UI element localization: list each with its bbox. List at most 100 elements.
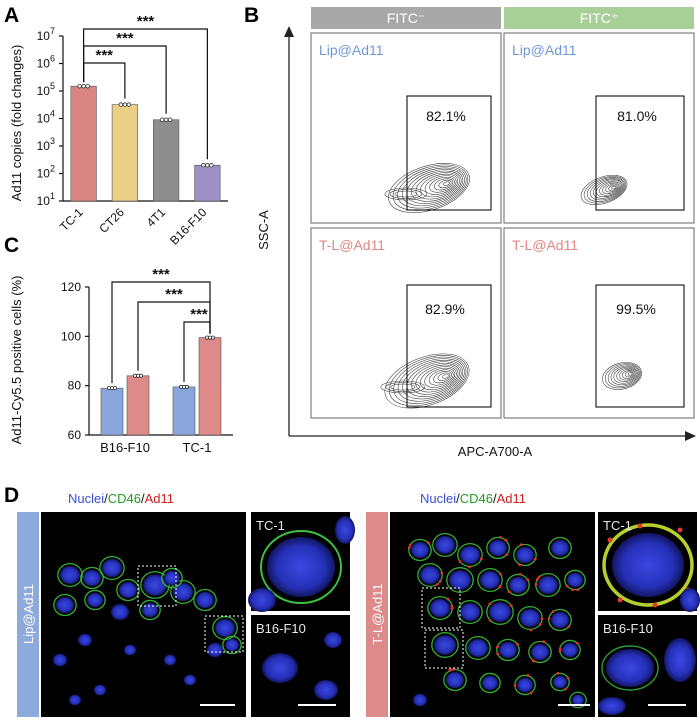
chart-a-data-point [209,163,214,168]
cell-nucleus [460,546,480,564]
flow-contour-line [390,383,416,391]
flow-contour-line [586,177,626,202]
chart-b-flow-cytometry: SSC-A APC-A700-A FITC⁻ FITC⁺ 82.1% Lip@Ad… [256,7,696,459]
chart-a-data-point [163,117,169,122]
chart-a-y-ticks: 101 102 103 104 105 106 107 [37,26,228,208]
chart-a-bar [153,119,180,202]
flow-contour-line [433,178,454,191]
flow-gate-box [595,284,685,408]
cell-membrane [528,640,552,664]
chart-c-data-point [210,335,215,340]
chart-c-y-tick-label: 60 [68,428,82,442]
chart-c-y-ticks: 60 80 100 120 [61,280,233,442]
cell-membrane [139,599,161,621]
chart-c-bar [198,337,222,436]
ad11-signal [498,584,502,588]
cell-nucleus [572,694,584,706]
cell-nucleus [102,559,122,577]
ad11-signal [496,652,500,656]
flow-contour-line [605,183,619,193]
cell-membrane [222,635,242,655]
flow-contour-line [602,362,642,390]
ad11-signal [576,588,580,591]
ad11-signal [538,623,542,626]
cell-membrane [457,599,483,625]
cell-nucleus [598,697,626,715]
chart-a-y-tick-label: 107 [37,26,55,43]
flow-y-arrow-icon [284,26,294,37]
chart-c-bars [100,335,222,436]
ad11-signal [542,640,546,644]
chart-a-significance: ********* [83,13,208,160]
flow-gate-percent: 82.1% [426,108,466,124]
ad11-signal [450,604,454,608]
cell-membrane [84,589,106,611]
flow-plot: 81.0% Lip@Ad11 [503,32,695,224]
ad11-signal [479,557,483,561]
cell-membrane [140,571,170,599]
chart-a-data-point [77,83,82,89]
cell-nucleus [468,639,488,657]
cell-membrane [477,567,503,593]
flow-contour-line [613,366,638,384]
ad11-signal [529,691,533,695]
chart-a-data-point [126,102,132,107]
ad11-signal [488,602,492,606]
flow-contour-line [394,190,418,198]
ad11-signal [558,647,562,651]
chart-c-x-labels: B16-F10 TC-1 [100,440,211,455]
cell-nucleus [538,576,558,594]
flow-contour-line [380,380,426,394]
panel-letter-b: B [244,4,259,27]
ad11-signal [513,684,517,687]
panel-letter-c: C [4,234,19,257]
flow-contour-line [580,175,628,205]
panel-d-microscopy: Nuclei/CD46/Ad11 Nuclei/CD46/Ad11 Lip@Ad… [17,491,700,717]
flow-plot: 82.9% T-L@Ad11 [310,227,502,419]
flow-contour-line [442,374,449,379]
ad11-signal [533,557,537,561]
flow-plot-frame [310,32,502,224]
flow-row-label: Lip@Ad11 [512,42,577,58]
ad11-signal [518,563,522,567]
ad11-signal [504,538,508,542]
cell-membrane [116,578,140,602]
chart-a: Ad11 copies (fold changes) 1011021031041… [9,13,228,248]
chart-a-significance-label: *** [116,30,134,47]
cell-nucleus [480,571,500,589]
cell-nucleus [520,609,540,627]
cell-nucleus [60,566,80,584]
ad11-signal [567,625,571,629]
flow-contour-line [437,372,451,381]
cell-membrane [408,538,432,562]
cell-nucleus [553,675,567,689]
chart-c-bar [172,386,196,436]
cell-nucleus [143,574,167,596]
chart-a-data-point [81,83,86,89]
cell-nucleus [430,599,450,617]
flow-contour-line [589,178,624,201]
ad11-signal [547,617,551,620]
flow-contour-line [402,359,464,400]
cell-nucleus [664,638,696,682]
cells-tl [407,532,587,709]
chart-c-data-point [113,386,118,391]
cell-nucleus [411,541,429,559]
chart-c-data-point [138,373,143,378]
cell-membrane [260,530,342,604]
cell-nucleus [53,653,67,667]
flow-contour-line [596,180,622,198]
cell-nucleus [335,516,355,544]
stain-label-left: Nuclei/CD46/Ad11 [68,491,174,506]
cell-nucleus [449,570,471,590]
cell-nucleus [56,596,74,614]
cell-membrane [53,593,77,617]
chart-c-significance-bracket [111,281,211,384]
inset-lip-b16-cells [262,632,342,700]
flow-gate-box [595,95,685,211]
ad11-signal [532,659,536,663]
chart-a-y-tick-label: 101 [37,191,55,208]
flow-contour-line [388,163,470,213]
flow-contour-line [604,363,641,389]
flow-contour-line [616,367,637,382]
